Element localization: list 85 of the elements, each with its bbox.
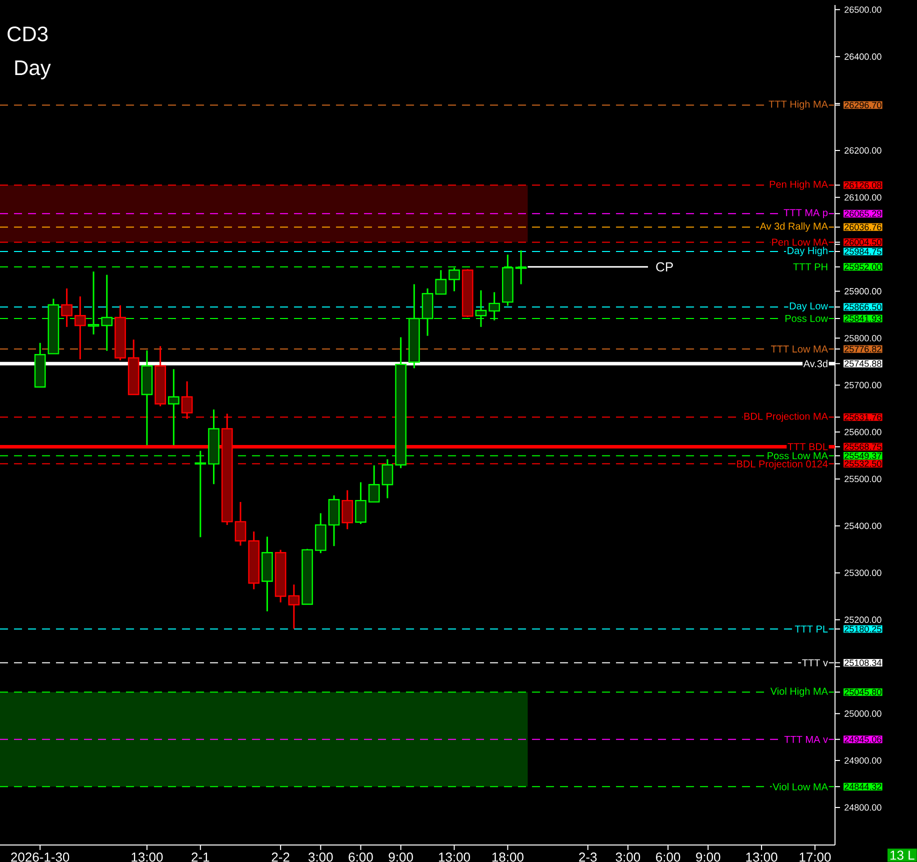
x-tick-label: 2-2	[272, 852, 290, 862]
ref-line-label: Poss Low	[785, 315, 828, 322]
y-tick-label: 25952.00	[844, 264, 882, 270]
ref-line-label: Viol Low MA	[772, 782, 828, 790]
y-tick-label: 25108.34	[844, 660, 882, 666]
ref-line-label: Poss Low MA	[768, 452, 828, 460]
y-tick-label: 25776.82	[844, 346, 882, 352]
x-tick-label: 13:00	[132, 852, 163, 862]
y-tick-label: 26004.50	[844, 239, 882, 246]
y-tick-label: 26036.76	[844, 224, 882, 230]
ref-line-label: TTT v	[802, 659, 828, 666]
y-tick-label: 25568.75	[844, 444, 882, 450]
y-tick-label: 25500.00	[844, 476, 882, 482]
text: Day	[15, 60, 51, 80]
y-tick-label: 25841.93	[844, 315, 882, 322]
y-tick-label: 25400.00	[844, 522, 882, 530]
candlestick	[435, 269, 447, 296]
x-tick-label: 2026-1-30	[11, 852, 70, 862]
ref-line-label: BDL Projection 0124	[737, 460, 828, 470]
candlestick	[382, 458, 394, 499]
y-tick-label: 25200.00	[844, 616, 882, 623]
ref-line-label: Pen High MA	[770, 180, 828, 190]
ref-line-label: Viol High MA	[770, 687, 828, 697]
y-tick-label: 25745.88	[844, 360, 882, 367]
y-tick-label: 25800.00	[844, 334, 882, 342]
ref-line-label: TTT MA v	[784, 736, 828, 743]
y-tick-label: 24900.00	[844, 757, 882, 764]
text: CD3	[8, 26, 48, 42]
y-tick-label: 26200.00	[844, 147, 882, 154]
x-tick-label: 6:00	[348, 852, 373, 862]
x-tick-label: 3:00	[616, 852, 640, 862]
candlestick	[515, 250, 527, 285]
y-tick-label: 26100.00	[844, 194, 882, 201]
y-tick-label: 25900.00	[844, 288, 882, 294]
y-tick-label: 25984.75	[844, 248, 882, 255]
x-tick-label: 17:00	[800, 852, 831, 862]
y-tick-label: 25532.50	[844, 460, 882, 467]
candlestick	[342, 489, 354, 530]
candlestick	[355, 481, 366, 525]
x-tick-label: 9:00	[696, 852, 720, 862]
ref-line-label: Pen Low MA	[772, 238, 828, 246]
ref-line-label: TTT Low MA	[771, 346, 828, 353]
ref-line-label: Av.3d	[803, 360, 828, 368]
x-tick-label: 13:00	[438, 852, 470, 862]
ref-line-label: Day Low	[790, 302, 828, 312]
candlestick	[74, 296, 86, 360]
ref-line-label: BDL Projection MA	[744, 412, 828, 422]
x-tick-label: 2-3	[579, 852, 597, 862]
ref-line-label: TTT High MA	[768, 100, 828, 110]
x-tick-label: 18:00	[492, 852, 524, 862]
candlestick	[288, 584, 300, 630]
y-tick-label: 25631.76	[844, 414, 882, 420]
ref-line-label: Day High	[788, 246, 828, 256]
x-tick-label: 3:00	[308, 852, 333, 862]
candlestick	[234, 501, 246, 546]
y-tick-label: 26126.08	[844, 182, 882, 188]
y-tick-label: 25300.00	[844, 570, 882, 576]
y-tick-label: 25866.50	[844, 304, 882, 310]
y-tick-label: 25600.00	[844, 428, 882, 436]
y-tick-label: 26296.70	[844, 102, 882, 108]
ref-line-label: TTT BDL	[788, 443, 828, 450]
x-tick-label: 9:00	[388, 852, 413, 862]
ref-line-label: TTT MA p	[784, 209, 828, 218]
y-tick-label: 26065.29	[844, 210, 882, 217]
candlestick	[368, 464, 380, 503]
y-tick-label: 25700.00	[844, 382, 882, 388]
y-tick-label: 25045.80	[844, 688, 882, 696]
x-tick-label: 2-1	[192, 852, 210, 862]
x-tick-label: 13:00	[746, 852, 778, 862]
text: 13 L	[890, 850, 914, 860]
x-tick-label: 6:00	[656, 852, 680, 862]
y-tick-label: 25000.00	[844, 710, 882, 717]
y-tick-label: 24945.06	[844, 736, 882, 743]
y-tick-label: 26400.00	[844, 53, 882, 60]
y-tick-label: 24800.00	[844, 804, 882, 811]
ref-line-label: Av 3d Rally MA	[760, 222, 828, 232]
y-tick-label: 25549.37	[844, 452, 882, 459]
candlestick	[61, 288, 72, 328]
ref-line-label: TTT PH	[793, 263, 828, 270]
ref-line-label: TTT PL	[794, 626, 828, 632]
ref-line-label: CP	[656, 262, 673, 272]
y-tick-label: 25180.25	[844, 626, 882, 632]
candlestick	[168, 368, 180, 446]
y-tick-label: 24844.32	[844, 783, 882, 790]
y-tick-label: 26500.00	[844, 6, 882, 13]
